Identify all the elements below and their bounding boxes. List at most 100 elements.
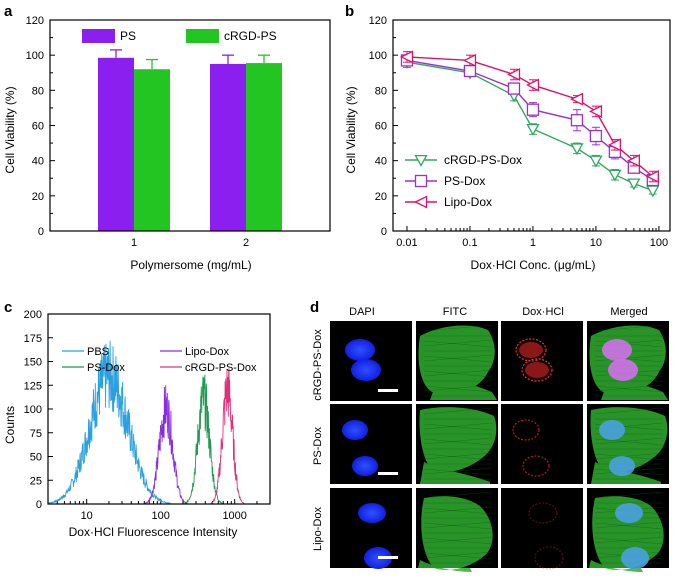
b-legend-marker-lipo-dox [414, 195, 428, 209]
c-histogram-crgd-ps-dox [210, 368, 245, 505]
micrograph-lipo-dox-dox-hcl [501, 488, 583, 570]
legend-label-crgd-ps: cRGD-PS [224, 29, 277, 43]
b-xtick-label-1: 1 [530, 237, 536, 249]
b-point-lipo-dox-0.1 [463, 53, 477, 67]
nucleus-dox [534, 546, 564, 570]
micrograph-crgd-ps-dox-dox-hcl [501, 321, 583, 401]
a-ytick-label-80: 80 [32, 85, 44, 97]
b-series-crgd-ps-dox [400, 56, 660, 198]
fiber-texture [594, 536, 664, 544]
c-ytick-label-50: 50 [30, 452, 42, 464]
b-ytick-label-20: 20 [375, 191, 387, 203]
c-xtick-label-10: 10 [81, 510, 93, 522]
b-xtick-label-10: 10 [590, 237, 602, 249]
b-point-crgd-ps-dox-80 [646, 185, 660, 198]
c-legend-label-pbs: PBS [87, 346, 109, 358]
c-histogram-ps-dox [184, 374, 223, 504]
b-point-lipo-dox-80 [645, 169, 659, 184]
panel-c-letter: c [4, 299, 12, 316]
col-header-dox: Dox·HCl [522, 306, 564, 318]
micrograph-crgd-ps-dox-dapi [330, 321, 412, 401]
nucleus-dox-fill [525, 362, 549, 378]
micrograph-ps-dox-dox-hcl [501, 404, 583, 484]
b-point-ps-dox-1 [526, 103, 540, 116]
fiber-texture [594, 537, 664, 545]
nucleus-merged [608, 359, 638, 381]
micrograph-ps-dox-dapi [330, 404, 412, 484]
b-legend-label-ps-dox: PS-Dox [444, 174, 485, 188]
b-point-crgd-ps-dox-40 [627, 178, 641, 191]
micrograph-lipo-dox-dapi [330, 488, 412, 569]
b-point-lipo-dox-10 [588, 104, 603, 118]
fiber-texture [423, 370, 493, 378]
b-xtick-label-0.1: 0.1 [462, 237, 477, 249]
micrograph-lipo-dox-fitc [416, 488, 498, 572]
panel-d-letter: d [310, 299, 319, 316]
nucleus-merged [615, 503, 643, 523]
nucleus-dox [515, 338, 547, 362]
a-xtick-label-1: 1 [131, 237, 137, 249]
panel-a-xlabel: Polymersome (mg/mL) [130, 258, 251, 272]
nucleus-merged [609, 456, 635, 476]
a-bar-crgd-ps-2 [246, 63, 282, 232]
b-xtick-label-100: 100 [650, 237, 668, 249]
b-ytick-label-120: 120 [369, 15, 387, 27]
fiber-texture [594, 354, 664, 362]
fiber-texture [423, 407, 493, 415]
nucleus-dox [522, 455, 550, 477]
fiber-texture [594, 437, 664, 445]
a-ytick-label-60: 60 [32, 121, 44, 133]
nucleus-merged [621, 547, 649, 569]
a-ytick-label-120: 120 [26, 15, 44, 27]
c-ytick-label-175: 175 [24, 333, 42, 345]
cell-cytoskeleton-fitc [418, 325, 497, 400]
scale-bar [378, 472, 398, 475]
legend-label-ps: PS [120, 29, 136, 43]
panel-d-micrographs: d DAPI FITC Dox·HCl Merged cRGD-PS-Dox P… [310, 299, 669, 572]
fiber-texture [423, 491, 493, 499]
panel-a-letter: a [4, 3, 13, 20]
b-ytick-label-0: 0 [381, 226, 387, 238]
b-ytick-label-40: 40 [375, 156, 387, 168]
nucleus-merged [602, 339, 632, 361]
micrograph-background [501, 404, 583, 484]
c-ytick-label-150: 150 [24, 357, 42, 369]
c-xtick-label-1000: 1000 [222, 510, 246, 522]
b-point-ps-dox-10 [589, 129, 603, 143]
panel-b-xlabel: Dox·HCl Conc. (μg/mL) [471, 258, 596, 272]
a-xtick-label-2: 2 [243, 237, 249, 249]
b-point-crgd-ps-dox-1 [526, 123, 540, 136]
fiber-texture [423, 522, 493, 530]
panel-b-frame [392, 19, 671, 232]
fiber-texture [423, 537, 493, 545]
b-ytick-label-60: 60 [375, 121, 387, 133]
micrograph-background [501, 321, 583, 401]
b-point-lipo-dox-40 [626, 154, 640, 168]
a-bar-ps-1 [98, 57, 134, 231]
panel-b-letter: b [345, 3, 354, 20]
b-point-lipo-dox-20 [607, 138, 622, 152]
fiber-texture [423, 536, 493, 544]
panel-a-bar-chart: a Cell Viability (%) Polymersome (mg/mL)… [3, 3, 331, 272]
nucleus-dapi [351, 359, 381, 381]
col-header-dapi: DAPI [349, 306, 375, 318]
row-label-lipo-dox: Lipo-Dox [312, 506, 324, 551]
panel-a-ylabel: Cell Viability (%) [3, 86, 17, 173]
panel-a-frame [49, 19, 331, 232]
c-histogram-lipo-dox [144, 385, 188, 504]
fiber-texture [423, 437, 493, 445]
fiber-texture [423, 467, 493, 475]
row-label-ps-dox: PS-Dox [312, 427, 324, 465]
c-xtick-label-100: 100 [152, 510, 170, 522]
scale-bar [378, 556, 398, 559]
fiber-texture [594, 453, 664, 461]
b-point-lipo-dox-0.01 [400, 50, 414, 64]
row-label-crgd-ps-dox: cRGD-PS-Dox [312, 329, 324, 401]
fiber-texture [423, 506, 493, 514]
fiber-texture [423, 452, 493, 460]
b-point-lipo-dox-5 [570, 92, 584, 106]
micrograph-crgd-ps-dox-merged [587, 321, 669, 401]
micrograph-background [501, 488, 583, 568]
panel-a-legend: PS cRGD-PS [82, 29, 277, 43]
